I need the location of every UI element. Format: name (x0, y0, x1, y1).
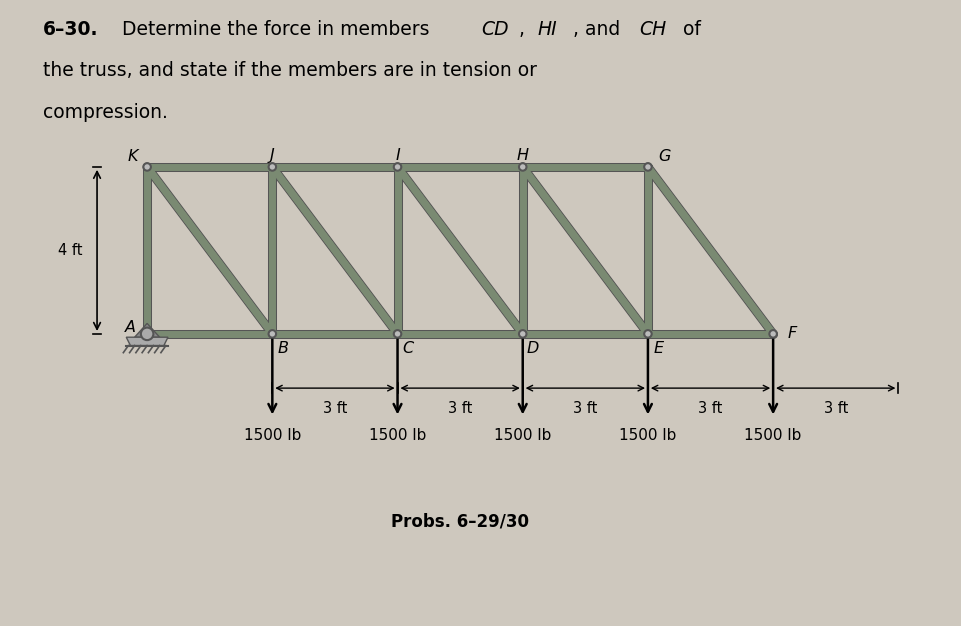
Text: A: A (125, 320, 136, 335)
Text: compression.: compression. (42, 103, 167, 122)
Circle shape (393, 163, 401, 171)
Circle shape (769, 330, 776, 337)
Text: CD: CD (480, 19, 508, 39)
Circle shape (518, 330, 526, 337)
Text: CH: CH (639, 19, 666, 39)
Text: , and: , and (572, 19, 626, 39)
Text: Probs. 6–29/30: Probs. 6–29/30 (391, 513, 529, 531)
Text: F: F (786, 326, 796, 341)
Text: Determine the force in members: Determine the force in members (110, 19, 434, 39)
Polygon shape (126, 337, 168, 346)
Text: H: H (516, 148, 529, 163)
Text: 4 ft: 4 ft (58, 243, 83, 258)
Text: 3 ft: 3 ft (448, 401, 472, 416)
Text: 3 ft: 3 ft (322, 401, 347, 416)
Text: 3 ft: 3 ft (698, 401, 722, 416)
Text: I: I (395, 148, 400, 163)
Polygon shape (135, 324, 160, 337)
Text: 1500 lb: 1500 lb (494, 428, 551, 443)
Circle shape (644, 163, 651, 171)
Text: C: C (402, 341, 413, 356)
Text: J: J (270, 148, 275, 163)
Text: of: of (677, 19, 701, 39)
Text: HI: HI (537, 19, 556, 39)
Text: 6–30.: 6–30. (42, 19, 98, 39)
Text: 3 ft: 3 ft (823, 401, 847, 416)
Text: E: E (653, 341, 663, 356)
Text: 1500 lb: 1500 lb (619, 428, 676, 443)
Text: 1500 lb: 1500 lb (243, 428, 301, 443)
Text: the truss, and state if the members are in tension or: the truss, and state if the members are … (42, 61, 536, 81)
Circle shape (393, 330, 401, 337)
Circle shape (268, 163, 276, 171)
Text: G: G (657, 149, 670, 164)
Circle shape (644, 330, 651, 337)
Circle shape (518, 163, 526, 171)
Circle shape (140, 327, 153, 340)
Text: ,: , (518, 19, 530, 39)
Text: 1500 lb: 1500 lb (368, 428, 426, 443)
Circle shape (143, 330, 151, 337)
Text: K: K (127, 149, 137, 164)
Circle shape (268, 330, 276, 337)
Text: 1500 lb: 1500 lb (744, 428, 801, 443)
Text: 3 ft: 3 ft (573, 401, 597, 416)
Text: D: D (527, 341, 539, 356)
Circle shape (143, 163, 151, 171)
Text: B: B (277, 341, 288, 356)
